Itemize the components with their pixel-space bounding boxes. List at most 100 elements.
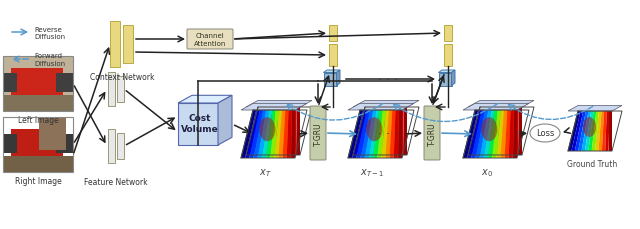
- Polygon shape: [218, 96, 232, 145]
- Polygon shape: [291, 111, 295, 158]
- Text: Cost
Volume: Cost Volume: [181, 114, 219, 134]
- Polygon shape: [390, 108, 397, 155]
- Polygon shape: [323, 71, 340, 73]
- FancyBboxPatch shape: [108, 129, 115, 163]
- Polygon shape: [262, 108, 274, 155]
- Polygon shape: [266, 111, 276, 158]
- Ellipse shape: [486, 115, 502, 139]
- Polygon shape: [245, 111, 259, 158]
- Polygon shape: [575, 112, 586, 151]
- Polygon shape: [468, 108, 483, 155]
- Polygon shape: [353, 101, 419, 108]
- Polygon shape: [598, 112, 604, 151]
- Text: Ground Truth: Ground Truth: [567, 159, 617, 168]
- Text: Loss: Loss: [536, 129, 554, 138]
- Polygon shape: [479, 111, 491, 158]
- Polygon shape: [609, 112, 612, 151]
- Polygon shape: [270, 111, 279, 158]
- Polygon shape: [451, 71, 455, 86]
- Polygon shape: [509, 108, 516, 155]
- Polygon shape: [262, 111, 273, 158]
- Ellipse shape: [583, 117, 596, 137]
- FancyBboxPatch shape: [329, 26, 337, 42]
- Polygon shape: [373, 111, 383, 158]
- Ellipse shape: [481, 118, 497, 142]
- Polygon shape: [365, 108, 378, 155]
- Polygon shape: [605, 112, 609, 151]
- FancyBboxPatch shape: [310, 106, 326, 160]
- Ellipse shape: [264, 115, 280, 139]
- FancyBboxPatch shape: [178, 104, 218, 145]
- Polygon shape: [275, 108, 284, 155]
- Polygon shape: [178, 96, 232, 104]
- Polygon shape: [348, 104, 414, 111]
- Polygon shape: [353, 108, 368, 155]
- Polygon shape: [365, 111, 376, 158]
- Polygon shape: [582, 112, 591, 151]
- Text: · · ·: · · ·: [378, 127, 398, 140]
- FancyBboxPatch shape: [187, 30, 233, 50]
- Polygon shape: [279, 108, 287, 155]
- Polygon shape: [385, 111, 392, 158]
- Polygon shape: [438, 71, 455, 73]
- Polygon shape: [500, 111, 508, 158]
- FancyBboxPatch shape: [424, 106, 440, 160]
- Polygon shape: [253, 111, 266, 158]
- Polygon shape: [509, 111, 514, 158]
- Polygon shape: [463, 104, 529, 111]
- Polygon shape: [463, 111, 478, 158]
- Polygon shape: [287, 111, 292, 158]
- Polygon shape: [386, 108, 394, 155]
- FancyBboxPatch shape: [444, 26, 452, 42]
- Ellipse shape: [259, 118, 275, 142]
- Polygon shape: [588, 112, 596, 151]
- Polygon shape: [403, 108, 407, 155]
- Polygon shape: [267, 108, 277, 155]
- Polygon shape: [381, 111, 389, 158]
- FancyBboxPatch shape: [108, 73, 115, 106]
- Polygon shape: [370, 108, 381, 155]
- Polygon shape: [337, 71, 340, 86]
- FancyBboxPatch shape: [123, 26, 133, 64]
- Polygon shape: [348, 111, 364, 158]
- Text: Forward
Diffusion: Forward Diffusion: [34, 53, 65, 66]
- Text: · · ·: · · ·: [378, 73, 398, 86]
- Polygon shape: [484, 108, 496, 155]
- Polygon shape: [374, 108, 385, 155]
- Polygon shape: [568, 112, 580, 151]
- Polygon shape: [504, 111, 511, 158]
- Polygon shape: [493, 108, 502, 155]
- Polygon shape: [259, 108, 271, 155]
- Polygon shape: [595, 112, 602, 151]
- Text: $x_T$: $x_T$: [259, 166, 271, 178]
- Ellipse shape: [530, 124, 560, 142]
- Polygon shape: [394, 111, 399, 158]
- Text: Channel
Attention: Channel Attention: [194, 33, 226, 46]
- FancyBboxPatch shape: [116, 77, 124, 103]
- Polygon shape: [274, 111, 282, 158]
- Text: T-GRU: T-GRU: [314, 122, 323, 145]
- Polygon shape: [278, 111, 285, 158]
- Text: Right Image: Right Image: [15, 176, 61, 185]
- Polygon shape: [472, 108, 486, 155]
- FancyBboxPatch shape: [329, 45, 337, 67]
- Polygon shape: [585, 112, 594, 151]
- Polygon shape: [578, 112, 588, 151]
- Polygon shape: [592, 112, 599, 151]
- Polygon shape: [513, 111, 517, 158]
- Polygon shape: [378, 108, 388, 155]
- Polygon shape: [514, 108, 519, 155]
- Polygon shape: [382, 108, 391, 155]
- Polygon shape: [246, 108, 261, 155]
- Polygon shape: [369, 111, 380, 158]
- Polygon shape: [572, 112, 583, 151]
- Polygon shape: [258, 111, 269, 158]
- Polygon shape: [481, 108, 493, 155]
- FancyBboxPatch shape: [438, 73, 451, 86]
- FancyBboxPatch shape: [444, 45, 452, 67]
- Polygon shape: [496, 111, 504, 158]
- Polygon shape: [568, 106, 622, 112]
- Polygon shape: [488, 111, 498, 158]
- Polygon shape: [468, 101, 534, 108]
- Polygon shape: [394, 108, 401, 155]
